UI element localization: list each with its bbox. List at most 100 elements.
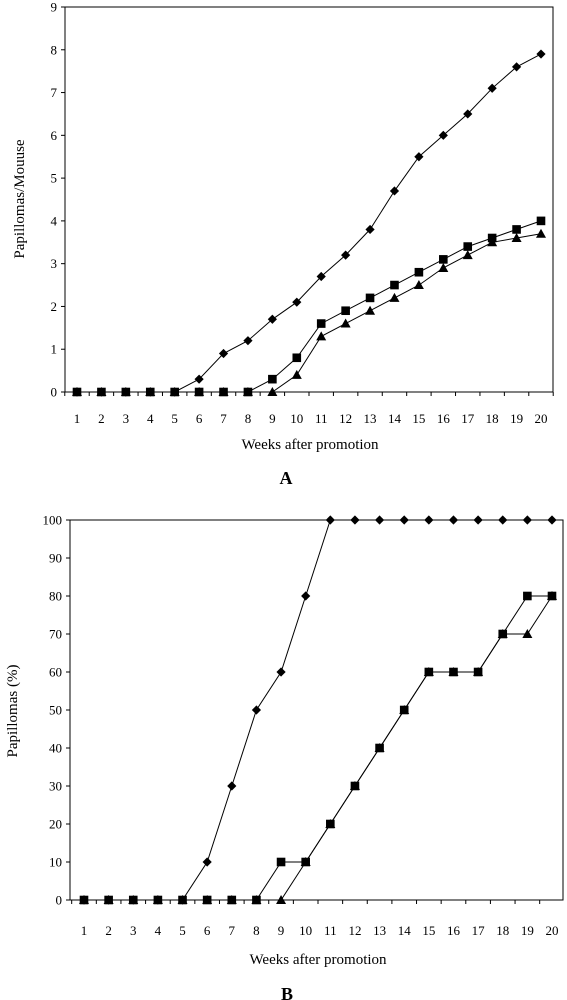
chart-b-x-tick-label: 18 — [496, 923, 509, 938]
chart-b-series-diamond-point — [522, 515, 532, 525]
chart-b-panel-letter: B — [281, 984, 293, 1000]
chart-a-series-triangle-point — [536, 228, 546, 238]
chart-b-series-diamond-point — [301, 591, 311, 601]
chart-a-series-square-point — [463, 242, 473, 251]
chart-b-x-tick-label: 6 — [204, 923, 211, 938]
chart-b-series-triangle-point — [547, 591, 557, 600]
chart-b-y-axis-title: Papillomas (%) — [5, 665, 21, 758]
chart-a-series-square-point — [292, 353, 302, 363]
chart-a-series-diamond-point — [463, 109, 473, 119]
chart-a-series-triangle-point — [291, 369, 302, 379]
chart-a-series-diamond-point — [316, 271, 326, 282]
chart-a-series-diamond-point — [414, 152, 424, 162]
chart-b-series-diamond-point — [399, 515, 409, 525]
chart-a-y-tick-label: 0 — [51, 385, 58, 400]
chart-a-x-tick-label: 6 — [196, 411, 203, 426]
chart-a-series-square-point — [316, 319, 326, 328]
chart-b-series-diamond-point — [350, 515, 360, 525]
chart-b-y-tick-label: 70 — [49, 627, 62, 642]
chart-b-series-triangle-point — [399, 705, 410, 714]
chart-b-series-diamond-point — [325, 515, 335, 525]
chart-b-series-diamond-point — [227, 781, 237, 791]
chart-b-x-tick-label: 5 — [179, 923, 186, 938]
chart-b-series-triangle-point — [152, 895, 163, 904]
chart-b-x-tick-label: 19 — [521, 923, 534, 938]
chart-a-series-square-point — [341, 306, 350, 316]
chart-a-series-triangle-point — [194, 387, 205, 396]
chart-a-x-tick-label: 20 — [535, 411, 548, 426]
chart-a-series-diamond-point — [194, 374, 204, 384]
chart-b-series-diamond-point — [547, 515, 557, 525]
chart-a-x-tick-label: 18 — [486, 411, 499, 426]
chart-a-series-diamond-point — [536, 49, 546, 59]
chart-b-series-triangle-point — [202, 895, 213, 904]
chart-a-series-diamond-point — [292, 297, 302, 307]
chart-b-series-triangle-point — [300, 857, 311, 866]
chart-b-series-triangle-point — [349, 781, 360, 790]
chart-a-plot-frame — [64, 6, 554, 393]
chart-a-series-diamond-point — [511, 62, 522, 72]
chart-a-x-tick-label: 9 — [269, 411, 276, 426]
chart-b-x-tick-label: 13 — [373, 923, 386, 938]
chart-a-series-triangle-point — [487, 237, 498, 247]
chart-b-x-tick-label: 16 — [447, 923, 461, 938]
chart-b-x-tick-label: 17 — [472, 923, 486, 938]
chart-a-series-square-point — [268, 374, 277, 384]
chart-a-series-square-point — [512, 225, 521, 234]
chart-a-series-square-point — [536, 216, 546, 226]
chart-a-y-tick-label: 9 — [51, 0, 58, 15]
chart-a-series-triangle-point — [72, 387, 82, 396]
chart-a-series-triangle-point — [120, 387, 131, 396]
chart-b-x-tick-label: 2 — [105, 923, 112, 938]
chart-a-series-diamond-point — [365, 224, 375, 235]
chart-a-series-square-point — [414, 267, 424, 277]
chart-b-x-tick-label: 1 — [81, 923, 88, 938]
chart-b-series-diamond-point — [448, 515, 459, 525]
chart-a-series-triangle-point — [340, 318, 351, 328]
chart-b-x-axis-title: Weeks after promotion — [249, 952, 387, 968]
chart-a-x-tick-label: 5 — [171, 411, 178, 426]
chart-b-series-triangle-line — [84, 595, 553, 901]
chart-b-y-tick-label: 10 — [49, 855, 62, 870]
chart-a-series-triangle-point — [218, 387, 229, 396]
chart-b-series-triangle-point — [103, 895, 114, 904]
chart-b-series-triangle-point — [128, 895, 139, 904]
chart-b-series-diamond-point — [473, 515, 483, 525]
chart-a-series-triangle-point — [316, 331, 327, 341]
chart-b-series-triangle-point — [325, 819, 336, 828]
chart-a-y-tick-label: 2 — [51, 299, 58, 314]
chart-a-series-diamond-point — [341, 250, 351, 260]
chart-a-series-triangle-point — [96, 387, 107, 396]
chart-b-x-tick-label: 10 — [299, 923, 312, 938]
chart-b-series-triangle-point — [226, 895, 237, 904]
chart-a-x-tick-label: 11 — [315, 411, 328, 426]
chart-a-x-axis-title: Weeks after promotion — [241, 437, 379, 453]
chart-a-series-diamond-point — [389, 186, 400, 196]
chart-panel-b: Weeks after promotion Papillomas (%) B 0… — [5, 513, 564, 1000]
chart-a-series-triangle-point — [267, 387, 278, 396]
chart-a-y-tick-label: 8 — [51, 42, 58, 57]
chart-a-y-tick-label: 6 — [51, 128, 58, 143]
chart-b-series-diamond-point — [276, 667, 286, 677]
chart-b-plot-frame — [69, 519, 564, 901]
chart-a-series-diamond-point — [243, 336, 253, 346]
chart-a-y-tick-label: 1 — [51, 342, 58, 357]
chart-b-series-diamond-point — [251, 705, 262, 715]
chart-b-y-tick-label: 40 — [49, 741, 62, 756]
chart-b-y-tick-label: 60 — [49, 665, 62, 680]
chart-b-x-tick-label: 11 — [324, 923, 337, 938]
chart-b-series-triangle-point — [251, 895, 262, 904]
chart-a-y-tick-label: 7 — [51, 85, 58, 100]
chart-b-y-tick-label: 80 — [49, 589, 62, 604]
chart-a-series-triangle-point — [242, 387, 253, 396]
chart-a-series-triangle-line — [77, 233, 542, 393]
chart-a-x-tick-label: 3 — [123, 411, 130, 426]
chart-b-series-triangle-point — [522, 629, 533, 638]
chart-b-x-tick-label: 15 — [422, 923, 435, 938]
chart-b-series-triangle-point — [423, 667, 434, 676]
chart-b-series-diamond-point — [498, 515, 508, 525]
chart-a-x-tick-label: 4 — [147, 411, 154, 426]
chart-a-series-diamond-point — [487, 83, 497, 93]
chart-b-x-tick-label: 3 — [130, 923, 137, 938]
